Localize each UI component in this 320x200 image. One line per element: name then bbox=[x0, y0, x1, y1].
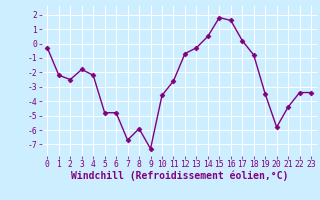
X-axis label: Windchill (Refroidissement éolien,°C): Windchill (Refroidissement éolien,°C) bbox=[70, 171, 288, 181]
